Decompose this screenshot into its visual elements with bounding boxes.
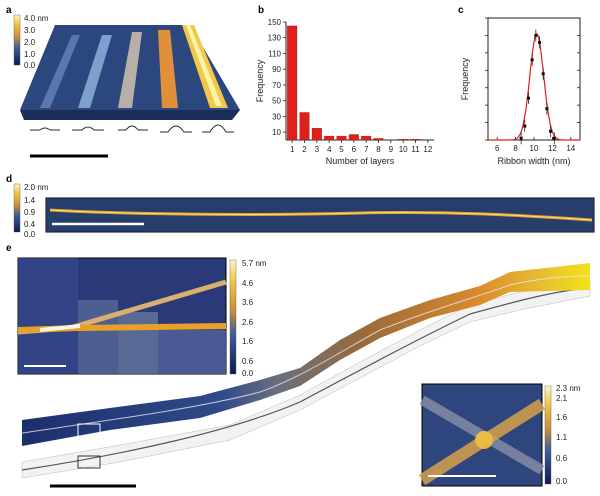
colorbar-e2: 2.3 nm 2.1 1.6 1.1 0.6 0.0 <box>544 384 581 486</box>
x-tick-label: 8 <box>376 145 381 154</box>
x-tick-label: 5 <box>339 145 344 154</box>
y-tick-label: 30 <box>272 112 281 121</box>
inset-afm-1 <box>17 257 227 375</box>
bar <box>336 135 347 141</box>
y-tick-label: 70 <box>272 81 281 90</box>
colorbar-d-tick: 1.4 <box>24 196 36 205</box>
x-tick-label: 12 <box>548 144 557 153</box>
height-profile-lines <box>30 124 234 133</box>
bar <box>324 135 335 141</box>
y-tick-label: 130 <box>268 34 282 43</box>
x-tick-label: 2 <box>302 145 307 154</box>
bar <box>398 139 409 141</box>
bar <box>348 134 359 141</box>
colorbar-d-tick: 0.9 <box>24 208 36 217</box>
colorbar-e1-tick: 2.6 <box>242 318 254 327</box>
bar <box>287 25 298 141</box>
colorbar-d: 2.0 nm 1.4 0.9 0.4 0.0 <box>13 183 49 239</box>
y-tick-label: 10 <box>272 128 281 137</box>
x-tick-label: 3 <box>315 145 320 154</box>
bar <box>410 139 421 141</box>
x-tick-label: 14 <box>566 144 575 153</box>
colorbar-e1-tick: 0.0 <box>242 369 254 378</box>
colorbar-e1-tick: 3.6 <box>242 298 254 307</box>
bar <box>373 138 384 141</box>
bar <box>299 112 310 141</box>
colorbar-e2-tick: 2.1 <box>556 394 568 403</box>
colorbar-d-unit: 2.0 nm <box>24 183 49 192</box>
colorbar-e2-unit: 2.3 nm <box>556 384 581 393</box>
y-tick-label: 50 <box>272 97 281 106</box>
panel-label-c: c <box>458 5 464 16</box>
colorbar-d-tick: 0.4 <box>24 220 36 229</box>
x-tick-label: 4 <box>327 145 332 154</box>
colorbar-e1: 5.7 nm 4.6 3.6 2.6 1.6 0.6 0.0 <box>229 259 267 378</box>
colorbar-a-unit: 4.0 nm <box>24 14 49 23</box>
stitched-ribbon-map <box>21 263 591 488</box>
colorbar-a-tick: 3.0 <box>24 26 36 35</box>
x-tick-label: 7 <box>364 145 369 154</box>
panel-label-a: a <box>6 5 12 16</box>
x-tick-label: 8 <box>513 144 518 153</box>
colorbar-e1-tick: 4.6 <box>242 279 254 288</box>
afm-3d-surface <box>20 25 240 158</box>
colorbar-e2-tick: 0.0 <box>556 477 568 486</box>
x-tick-label: 11 <box>411 145 420 154</box>
y-tick-label: 90 <box>272 65 281 74</box>
colorbar-e2-tick: 1.6 <box>556 413 568 422</box>
colorbar-d-tick: 0.0 <box>24 230 36 239</box>
colorbar-a-tick: 0.0 <box>24 61 36 70</box>
colorbar-a-tick: 2.0 <box>24 38 36 47</box>
x-tick-label: 9 <box>389 145 394 154</box>
bar <box>311 128 322 141</box>
histogram-width: 6 8 10 12 14 Ribbon width (nm) Frequency <box>460 17 581 166</box>
x-axis-label: Number of layers <box>326 156 395 166</box>
y-tick-label: 150 <box>268 18 282 27</box>
colorbar-a: 4.0 nm 3.0 2.0 1.0 0.0 <box>13 14 49 70</box>
x-tick-label: 6 <box>352 145 357 154</box>
x-tick-label: 6 <box>495 144 500 153</box>
y-axis-label: Frequency <box>255 59 265 102</box>
zoom-box-1 <box>77 423 101 437</box>
colorbar-a-tick: 1.0 <box>24 50 36 59</box>
y-tick-label: 110 <box>268 49 281 58</box>
x-tick-label: 10 <box>399 145 408 154</box>
colorbar-e2-tick: 1.1 <box>556 433 568 442</box>
nanoribbon-3d <box>40 25 228 108</box>
gaussian-fit-line <box>488 33 580 141</box>
colorbar-e1-tick: 1.6 <box>242 337 254 346</box>
x-axis-label: Ribbon width (nm) <box>497 156 570 166</box>
y-axis-label: Frequency <box>460 57 470 100</box>
zoom-box-2 <box>77 455 101 469</box>
panel-label-d: d <box>6 174 12 185</box>
x-tick-label: 1 <box>290 145 295 154</box>
afm-image-d <box>45 197 595 233</box>
inset-afm-2 <box>418 383 546 487</box>
panel-label-e: e <box>6 243 12 254</box>
x-tick-label: 10 <box>530 144 539 153</box>
bar <box>361 135 372 141</box>
panel-label-b: b <box>258 5 264 16</box>
x-tick-label: 12 <box>423 145 432 154</box>
colorbar-e2-tick: 0.6 <box>556 454 568 463</box>
colorbar-e1-unit: 5.7 nm <box>242 259 267 268</box>
colorbar-e1-tick: 0.6 <box>242 357 254 366</box>
plot-frame <box>487 17 581 141</box>
